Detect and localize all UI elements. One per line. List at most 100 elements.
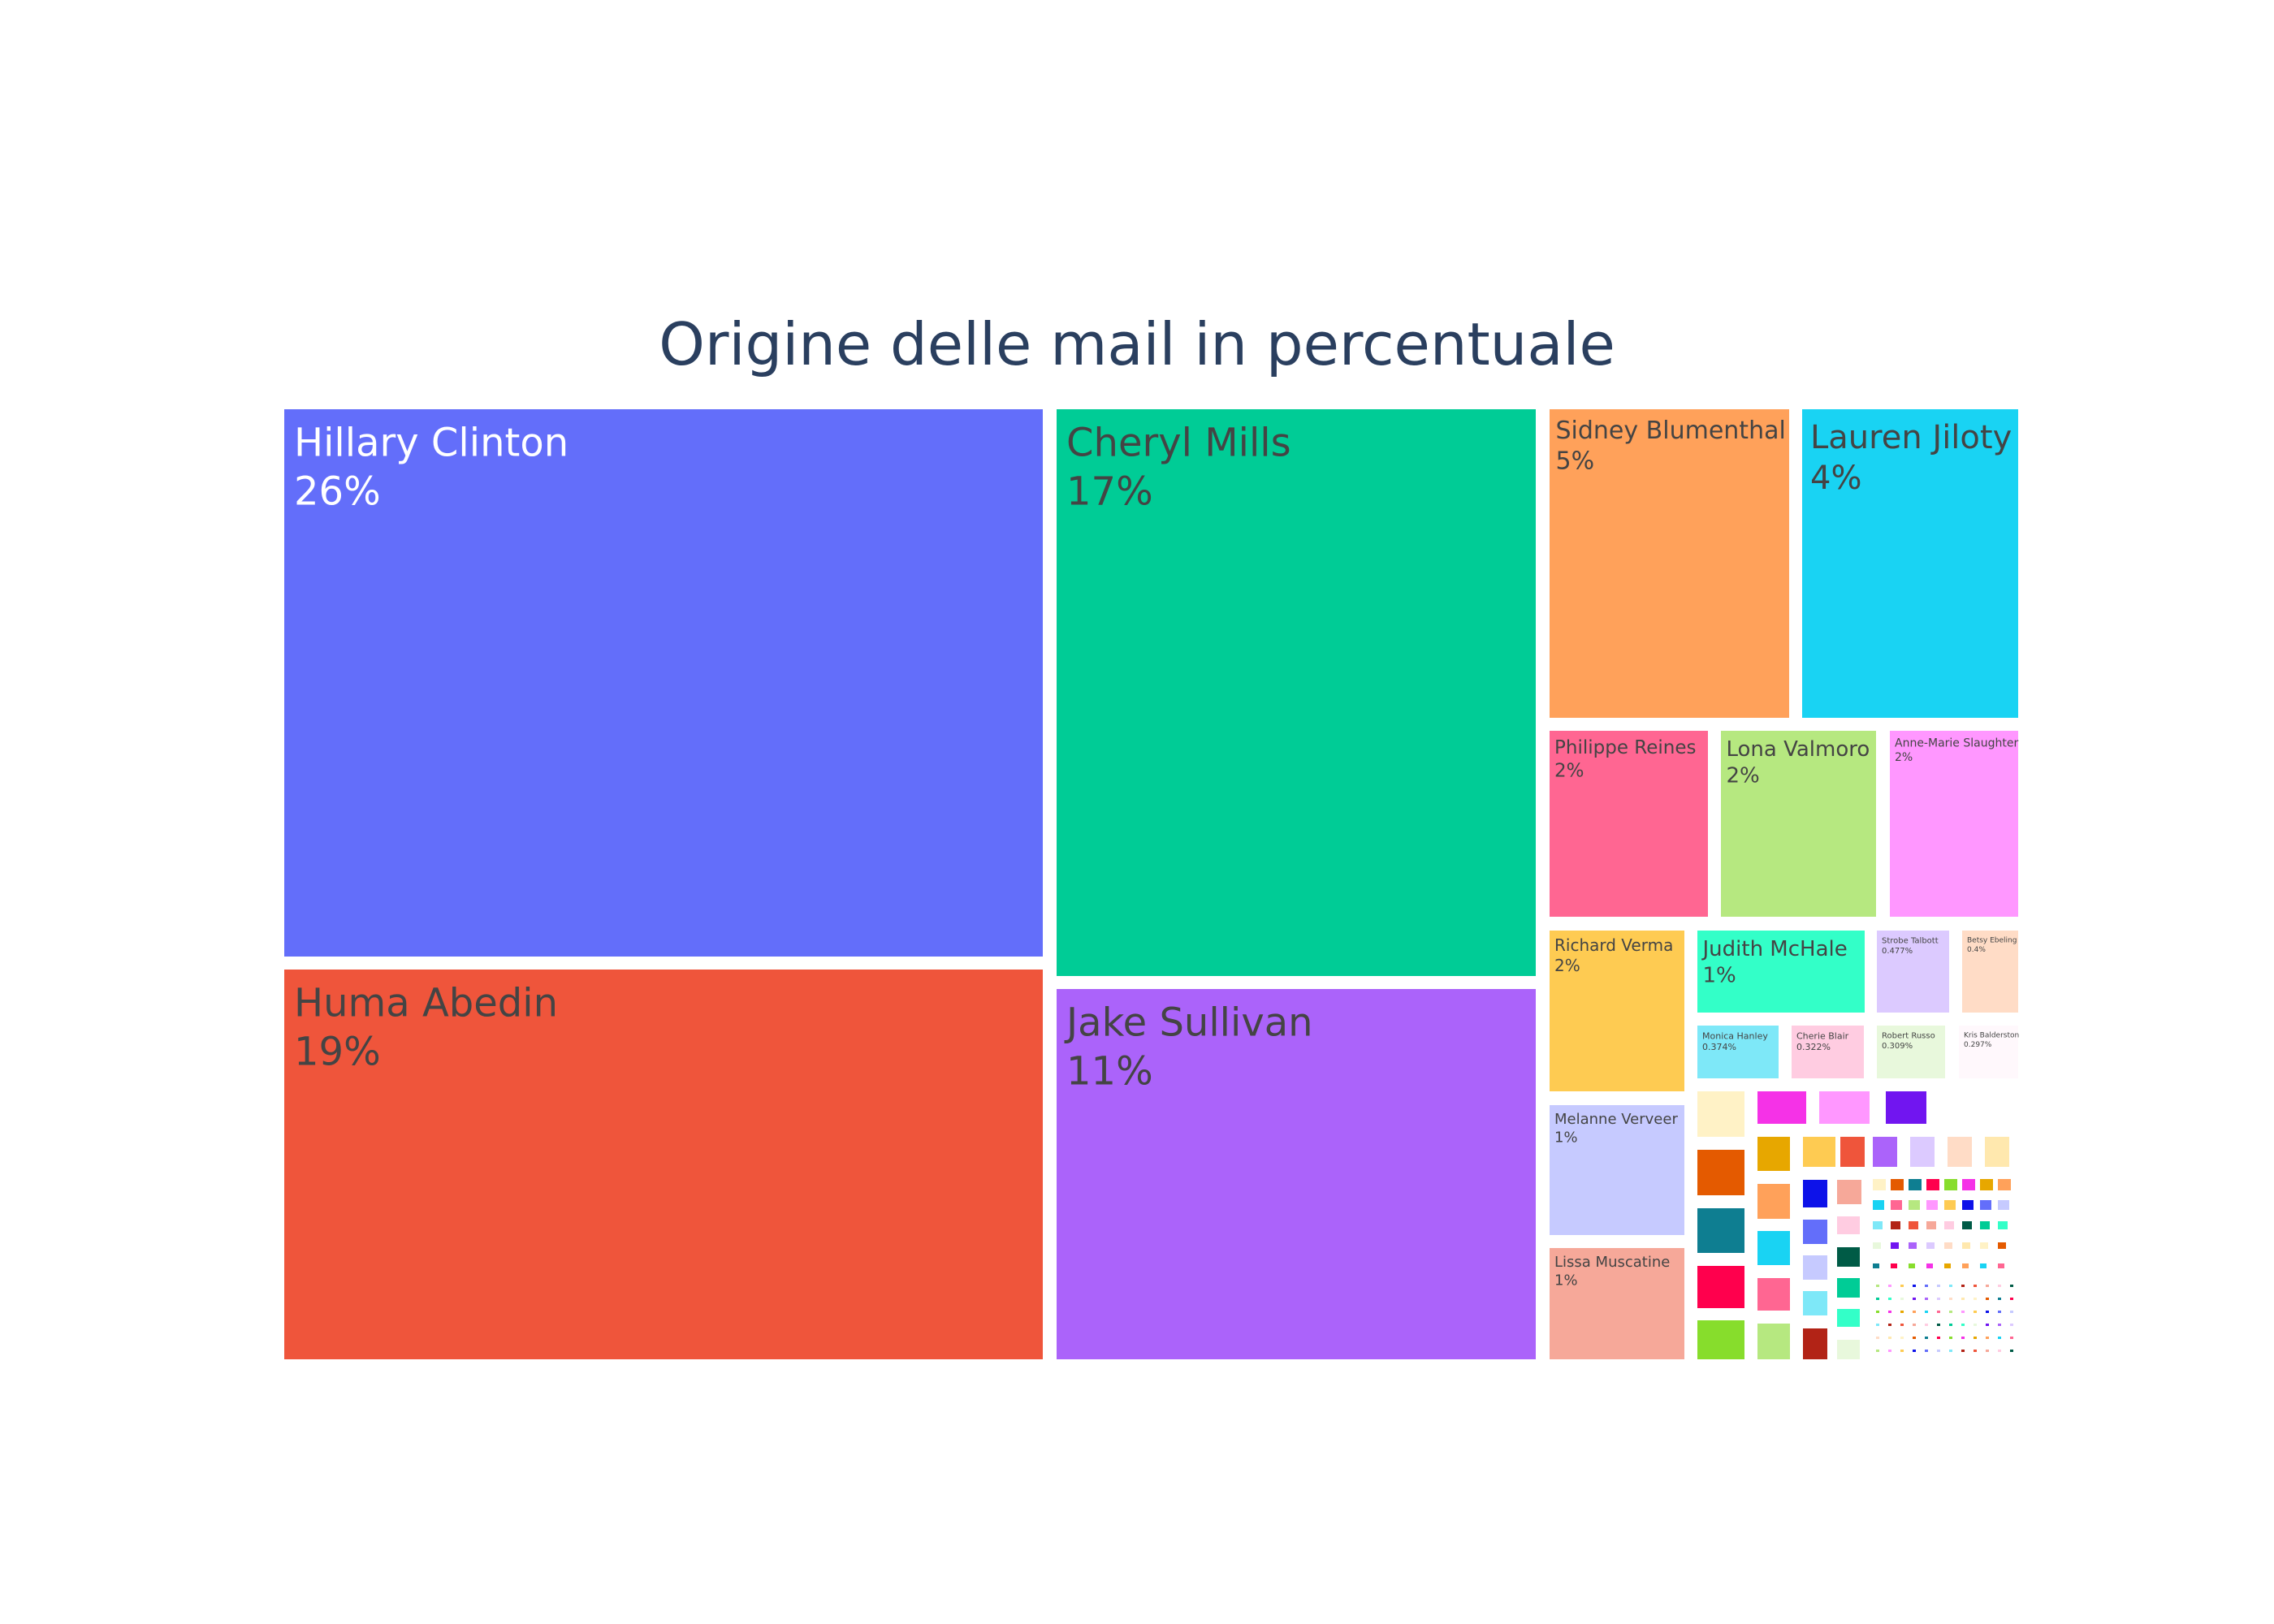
treemap-small-tile[interactable]: [1986, 1285, 1989, 1287]
treemap-tile-rect[interactable]: [1550, 931, 1684, 1091]
treemap-small-tile[interactable]: [1837, 1180, 1861, 1204]
treemap-small-tile[interactable]: [1998, 1285, 2001, 1287]
treemap-tile-rect[interactable]: [284, 409, 1043, 957]
treemap-small-tile[interactable]: [1900, 1350, 1904, 1352]
treemap-small-tile[interactable]: [1888, 1324, 1891, 1326]
treemap-tile[interactable]: [1890, 731, 2018, 917]
treemap-small-tile[interactable]: [1757, 1278, 1790, 1311]
treemap-small-tile[interactable]: [1944, 1263, 1951, 1268]
treemap-small-tile[interactable]: [1840, 1137, 1865, 1167]
treemap-small-tile[interactable]: [1837, 1216, 1860, 1234]
treemap-tile-rect[interactable]: [1550, 1105, 1684, 1235]
treemap-small-tile[interactable]: [1937, 1350, 1940, 1352]
treemap-small-tile[interactable]: [1980, 1200, 1991, 1210]
treemap-tile-rect[interactable]: [1721, 731, 1876, 917]
treemap-small-tile[interactable]: [1998, 1298, 2001, 1300]
treemap-small-tile[interactable]: [1961, 1285, 1965, 1287]
treemap-tile[interactable]: [1697, 1026, 1779, 1078]
treemap-small-tile[interactable]: [1873, 1263, 1879, 1268]
treemap-small-tile[interactable]: [1900, 1337, 1904, 1339]
treemap-small-tile[interactable]: [1900, 1324, 1904, 1326]
treemap-small-tile[interactable]: [1803, 1255, 1827, 1280]
treemap-small-tile[interactable]: [1909, 1221, 1918, 1229]
treemap-small-tile[interactable]: [1998, 1324, 2001, 1326]
treemap-small-tile[interactable]: [1697, 1208, 1744, 1253]
treemap-small-tile[interactable]: [1937, 1311, 1940, 1313]
treemap-small-tile[interactable]: [1888, 1311, 1891, 1313]
treemap-tile[interactable]: [1792, 1026, 1864, 1078]
treemap-small-tile[interactable]: [1962, 1221, 1972, 1229]
treemap-tile[interactable]: [284, 970, 1043, 1359]
treemap-small-tile[interactable]: [1961, 1337, 1965, 1339]
treemap-small-tile[interactable]: [1985, 1137, 2009, 1167]
treemap-small-tile[interactable]: [1925, 1285, 1928, 1287]
treemap-tile[interactable]: [1959, 1026, 2018, 1078]
treemap-small-tile[interactable]: [1949, 1298, 1952, 1300]
treemap-small-tile[interactable]: [1961, 1350, 1965, 1352]
treemap-tile-rect[interactable]: [1550, 409, 1789, 718]
treemap-small-tile[interactable]: [1925, 1350, 1928, 1352]
treemap-small-tile[interactable]: [1998, 1311, 2001, 1313]
treemap-small-tile[interactable]: [1937, 1298, 1940, 1300]
treemap-small-tile[interactable]: [1891, 1242, 1899, 1249]
treemap-small-tile[interactable]: [1926, 1221, 1936, 1229]
treemap-small-tile[interactable]: [1757, 1091, 1806, 1124]
treemap-small-tile[interactable]: [1949, 1324, 1952, 1326]
treemap-tile[interactable]: [1877, 931, 1949, 1013]
treemap-tile-rect[interactable]: [1697, 1026, 1779, 1078]
treemap-small-tile[interactable]: [1757, 1184, 1790, 1219]
treemap-small-tile[interactable]: [1944, 1242, 1952, 1249]
treemap-small-tile[interactable]: [1944, 1179, 1957, 1190]
treemap-small-tile[interactable]: [1886, 1091, 1926, 1124]
treemap-tile[interactable]: [1962, 931, 2018, 1013]
treemap-small-tile[interactable]: [1961, 1324, 1965, 1326]
treemap-small-tile[interactable]: [1944, 1200, 1956, 1210]
treemap-small-tile[interactable]: [1974, 1324, 1977, 1326]
treemap-small-tile[interactable]: [1913, 1285, 1916, 1287]
treemap-small-tile[interactable]: [2010, 1337, 2013, 1339]
treemap-small-tile[interactable]: [1961, 1298, 1965, 1300]
treemap-small-tile[interactable]: [1909, 1179, 1922, 1190]
treemap-small-tile[interactable]: [1998, 1263, 2004, 1268]
treemap-small-tile[interactable]: [1980, 1221, 1990, 1229]
treemap-small-tile[interactable]: [1876, 1285, 1879, 1287]
treemap-tile[interactable]: [1550, 731, 1708, 917]
treemap-small-tile[interactable]: [1819, 1091, 1870, 1124]
treemap-small-tile[interactable]: [1909, 1242, 1917, 1249]
treemap-tile[interactable]: [1057, 989, 1536, 1359]
treemap-tile[interactable]: [1877, 1026, 1945, 1078]
treemap-small-tile[interactable]: [1803, 1220, 1827, 1244]
treemap-small-tile[interactable]: [1974, 1337, 1977, 1339]
treemap-small-tile[interactable]: [1937, 1324, 1940, 1326]
treemap-small-tile[interactable]: [1803, 1137, 1835, 1167]
treemap-tile-rect[interactable]: [1877, 931, 1949, 1013]
treemap-small-tile[interactable]: [1998, 1179, 2011, 1190]
treemap-small-tile[interactable]: [1888, 1350, 1891, 1352]
treemap-small-tile[interactable]: [1974, 1350, 1977, 1352]
treemap-tile-rect[interactable]: [1959, 1026, 2018, 1078]
treemap-small-tile[interactable]: [1949, 1337, 1952, 1339]
treemap-small-tile[interactable]: [2010, 1324, 2013, 1326]
treemap-small-tile[interactable]: [1697, 1150, 1744, 1195]
treemap-small-tile[interactable]: [1949, 1311, 1952, 1313]
treemap-tile[interactable]: [1550, 1105, 1684, 1235]
treemap-small-tile[interactable]: [1876, 1324, 1879, 1326]
treemap-small-tile[interactable]: [1909, 1263, 1915, 1268]
treemap-small-tile[interactable]: [1837, 1278, 1860, 1298]
treemap-small-tile[interactable]: [1837, 1247, 1860, 1267]
treemap-small-tile[interactable]: [1986, 1298, 1989, 1300]
treemap-tile-rect[interactable]: [1057, 409, 1536, 976]
treemap-small-tile[interactable]: [1926, 1263, 1933, 1268]
treemap-small-tile[interactable]: [1803, 1328, 1827, 1359]
treemap-tile[interactable]: [1721, 731, 1876, 917]
treemap-small-tile[interactable]: [1913, 1298, 1916, 1300]
treemap-small-tile[interactable]: [1837, 1340, 1860, 1359]
treemap-small-tile[interactable]: [1998, 1221, 2008, 1229]
treemap-tile-rect[interactable]: [1550, 1248, 1684, 1359]
treemap-small-tile[interactable]: [1926, 1242, 1935, 1249]
treemap-tile[interactable]: [1550, 931, 1684, 1091]
treemap-small-tile[interactable]: [1925, 1337, 1928, 1339]
treemap-small-tile[interactable]: [1873, 1221, 1883, 1229]
treemap-small-tile[interactable]: [1697, 1320, 1744, 1359]
treemap-tile-rect[interactable]: [1877, 1026, 1945, 1078]
